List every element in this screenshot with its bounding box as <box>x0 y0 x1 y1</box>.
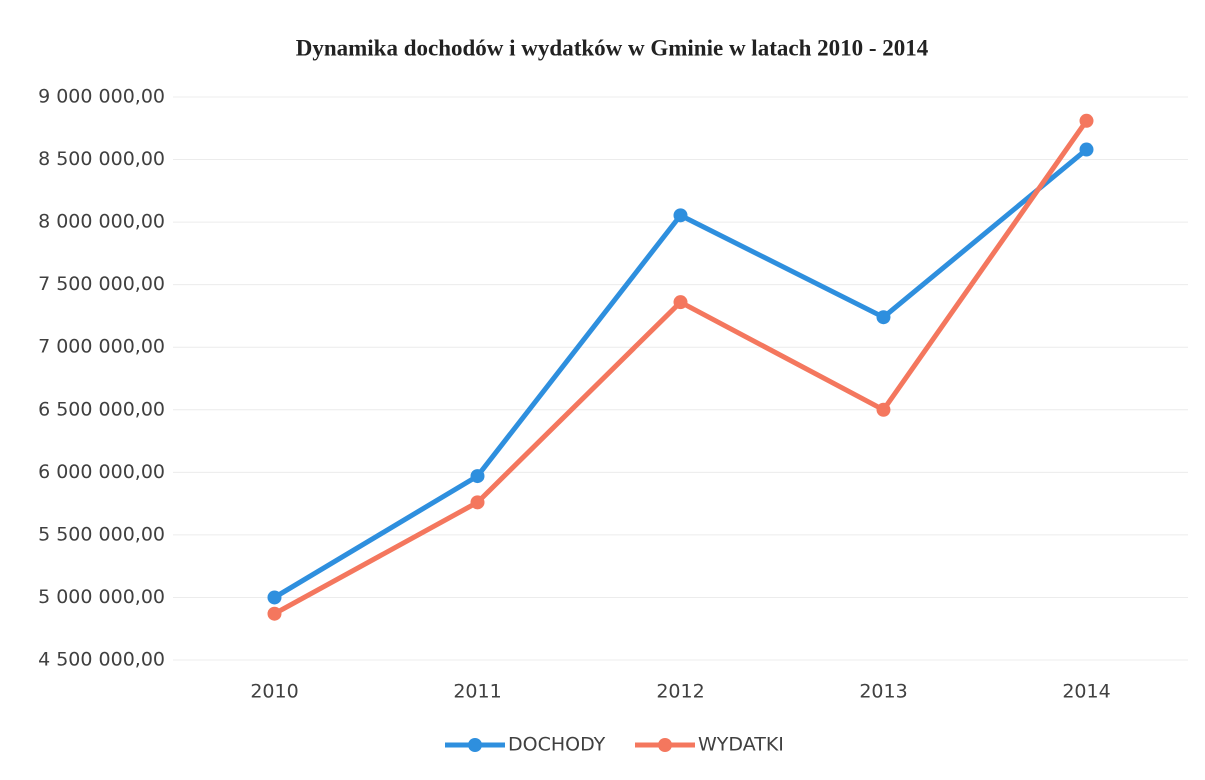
x-tick-label: 2012 <box>656 681 704 703</box>
y-tick-label: 8 500 000,00 <box>38 148 165 170</box>
data-point <box>673 208 688 223</box>
data-point <box>876 310 891 325</box>
x-tick-label: 2013 <box>859 681 907 703</box>
y-tick-label: 6 500 000,00 <box>38 398 165 420</box>
y-tick-label: 8 000 000,00 <box>38 211 165 233</box>
data-point <box>267 590 282 605</box>
y-tick-label: 4 500 000,00 <box>38 649 165 671</box>
legend-label: DOCHODY <box>508 734 606 756</box>
legend-marker <box>468 738 482 752</box>
data-point <box>673 295 688 310</box>
series-line <box>273 119 1089 616</box>
data-point <box>470 469 485 484</box>
y-tick-label: 7 500 000,00 <box>38 273 165 295</box>
chart-title: Dynamika dochodów i wydatków w Gminie w … <box>296 35 929 60</box>
y-tick-label: 5 500 000,00 <box>38 523 165 545</box>
x-tick-label: 2010 <box>250 681 298 703</box>
legend-label: WYDATKI <box>698 734 784 756</box>
y-tick-label: 9 000 000,00 <box>38 86 165 108</box>
legend-marker <box>658 738 672 752</box>
data-point <box>1079 142 1094 157</box>
y-tick-label: 6 000 000,00 <box>38 461 165 483</box>
x-tick-label: 2014 <box>1062 681 1110 703</box>
data-point <box>470 495 485 510</box>
y-tick-label: 5 000 000,00 <box>38 586 165 608</box>
data-point <box>1079 113 1094 128</box>
data-point <box>876 402 891 417</box>
x-tick-label: 2011 <box>453 681 501 703</box>
y-tick-label: 7 000 000,00 <box>38 336 165 358</box>
data-point <box>267 606 282 621</box>
